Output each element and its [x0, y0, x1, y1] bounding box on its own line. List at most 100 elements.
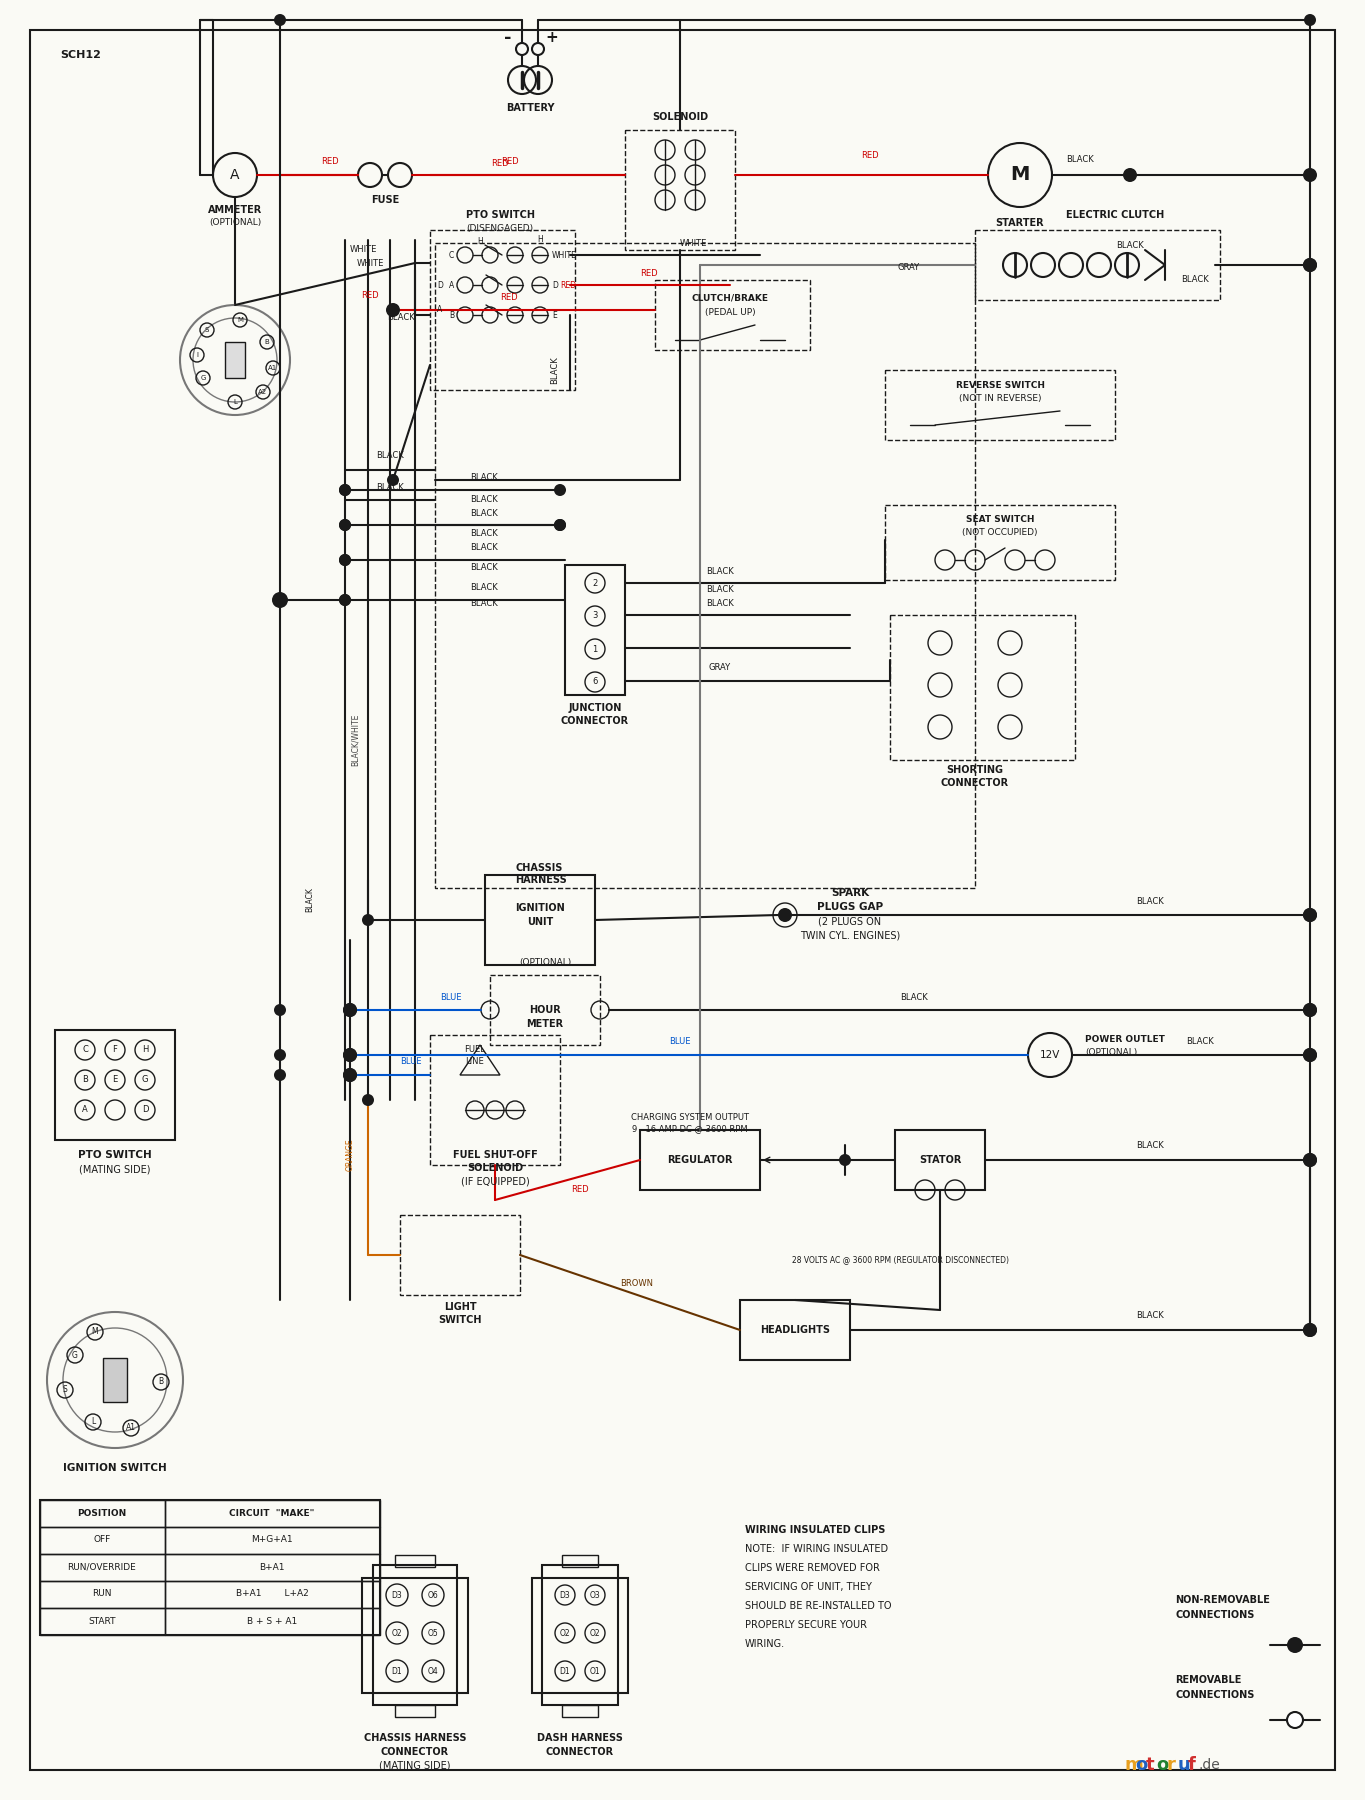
Text: BROWN: BROWN — [620, 1278, 652, 1287]
Text: +: + — [546, 31, 558, 45]
Text: 1: 1 — [592, 644, 598, 653]
Text: BLACK: BLACK — [1186, 1037, 1213, 1046]
Text: SHOULD BE RE-INSTALLED TO: SHOULD BE RE-INSTALLED TO — [745, 1600, 891, 1611]
Text: BLACK: BLACK — [377, 452, 404, 461]
Text: t: t — [1147, 1757, 1155, 1775]
Text: SEAT SWITCH: SEAT SWITCH — [966, 515, 1035, 524]
Text: BLACK: BLACK — [550, 356, 560, 383]
Circle shape — [274, 1049, 287, 1060]
Circle shape — [362, 914, 374, 925]
Text: RED: RED — [640, 268, 658, 277]
Circle shape — [339, 594, 351, 607]
Text: GRAY: GRAY — [898, 263, 920, 272]
Text: (OPTIONAL): (OPTIONAL) — [209, 218, 261, 227]
Text: H: H — [536, 236, 543, 245]
Text: CHASSIS HARNESS: CHASSIS HARNESS — [363, 1733, 467, 1742]
Bar — [225, 342, 244, 378]
Circle shape — [343, 1067, 358, 1082]
Text: START: START — [89, 1616, 116, 1625]
Text: BLACK: BLACK — [306, 887, 314, 913]
Text: 28 VOLTS AC @ 3600 RPM (REGULATOR DISCONNECTED): 28 VOLTS AC @ 3600 RPM (REGULATOR DISCON… — [792, 1256, 1009, 1264]
Circle shape — [339, 484, 351, 497]
Text: D3: D3 — [560, 1591, 571, 1600]
Bar — [490, 976, 601, 1046]
Text: WHITE: WHITE — [551, 250, 577, 259]
Text: REGULATOR: REGULATOR — [667, 1156, 733, 1165]
Circle shape — [343, 1067, 358, 1082]
Bar — [394, 1555, 435, 1568]
Text: D: D — [437, 281, 442, 290]
Circle shape — [839, 1154, 850, 1166]
Text: NON-REMOVABLE: NON-REMOVABLE — [1175, 1595, 1269, 1606]
Text: CLUTCH/BRAKE: CLUTCH/BRAKE — [692, 293, 768, 302]
Circle shape — [339, 484, 351, 497]
Text: RED: RED — [571, 1186, 588, 1195]
Text: O4: O4 — [427, 1667, 438, 1676]
Bar — [165, 1607, 379, 1634]
Text: A: A — [231, 167, 240, 182]
Text: O5: O5 — [427, 1629, 438, 1638]
Text: BLACK: BLACK — [706, 585, 734, 594]
Text: RED: RED — [501, 158, 519, 167]
Text: WIRING INSULATED CLIPS: WIRING INSULATED CLIPS — [745, 1525, 886, 1535]
Bar — [40, 1526, 165, 1553]
Text: O3: O3 — [590, 1591, 601, 1600]
Bar — [890, 616, 1076, 760]
Bar — [885, 371, 1115, 439]
Text: 6: 6 — [592, 677, 598, 686]
Bar — [640, 1130, 760, 1190]
Circle shape — [274, 1069, 287, 1082]
Text: GRAY: GRAY — [708, 662, 732, 671]
Circle shape — [554, 518, 566, 531]
Text: S: S — [63, 1386, 67, 1395]
Circle shape — [1287, 1636, 1304, 1652]
Text: RUN/OVERRIDE: RUN/OVERRIDE — [68, 1562, 136, 1571]
Text: O1: O1 — [590, 1667, 601, 1676]
Circle shape — [1304, 257, 1317, 272]
Circle shape — [1304, 1323, 1317, 1337]
Text: (MATING SIDE): (MATING SIDE) — [379, 1760, 450, 1771]
Circle shape — [343, 1003, 358, 1017]
Circle shape — [343, 1048, 358, 1062]
Text: SERVICING OF UNIT, THEY: SERVICING OF UNIT, THEY — [745, 1582, 872, 1591]
Bar — [542, 1564, 618, 1705]
Text: A: A — [82, 1105, 87, 1114]
Text: POWER OUTLET: POWER OUTLET — [1085, 1035, 1164, 1044]
Text: RUN: RUN — [93, 1589, 112, 1598]
Text: UNIT: UNIT — [527, 916, 553, 927]
Text: SCH12: SCH12 — [60, 50, 101, 59]
Text: H: H — [142, 1046, 149, 1055]
Text: BLACK: BLACK — [377, 484, 404, 493]
Bar — [40, 1607, 165, 1634]
Text: TWIN CYL. ENGINES): TWIN CYL. ENGINES) — [800, 931, 900, 940]
Circle shape — [1304, 1003, 1317, 1017]
Text: CONNECTOR: CONNECTOR — [561, 716, 629, 725]
Bar — [435, 243, 975, 887]
Circle shape — [1304, 14, 1316, 25]
Circle shape — [1304, 1048, 1317, 1062]
Text: 2: 2 — [592, 578, 598, 587]
Text: G: G — [72, 1350, 78, 1359]
Bar — [885, 506, 1115, 580]
Bar — [430, 230, 575, 391]
Text: (NOT IN REVERSE): (NOT IN REVERSE) — [958, 394, 1041, 403]
Text: G: G — [142, 1075, 149, 1084]
Bar — [362, 1579, 468, 1694]
Text: 12V: 12V — [1040, 1049, 1061, 1060]
Bar — [40, 1499, 379, 1634]
Text: C: C — [449, 250, 455, 259]
Bar — [740, 1300, 850, 1361]
Text: REVERSE SWITCH: REVERSE SWITCH — [955, 380, 1044, 389]
Text: C: C — [82, 1046, 87, 1055]
Bar — [625, 130, 734, 250]
Text: FUEL SHUT-OFF: FUEL SHUT-OFF — [453, 1150, 538, 1159]
Bar — [895, 1130, 986, 1190]
Circle shape — [339, 554, 351, 565]
Circle shape — [1304, 257, 1317, 272]
Bar — [40, 1499, 165, 1526]
Text: B: B — [82, 1075, 87, 1084]
Circle shape — [388, 473, 399, 486]
Text: B: B — [158, 1377, 164, 1386]
Text: BLACK: BLACK — [388, 313, 415, 322]
Text: CLIPS WERE REMOVED FOR: CLIPS WERE REMOVED FOR — [745, 1562, 880, 1573]
